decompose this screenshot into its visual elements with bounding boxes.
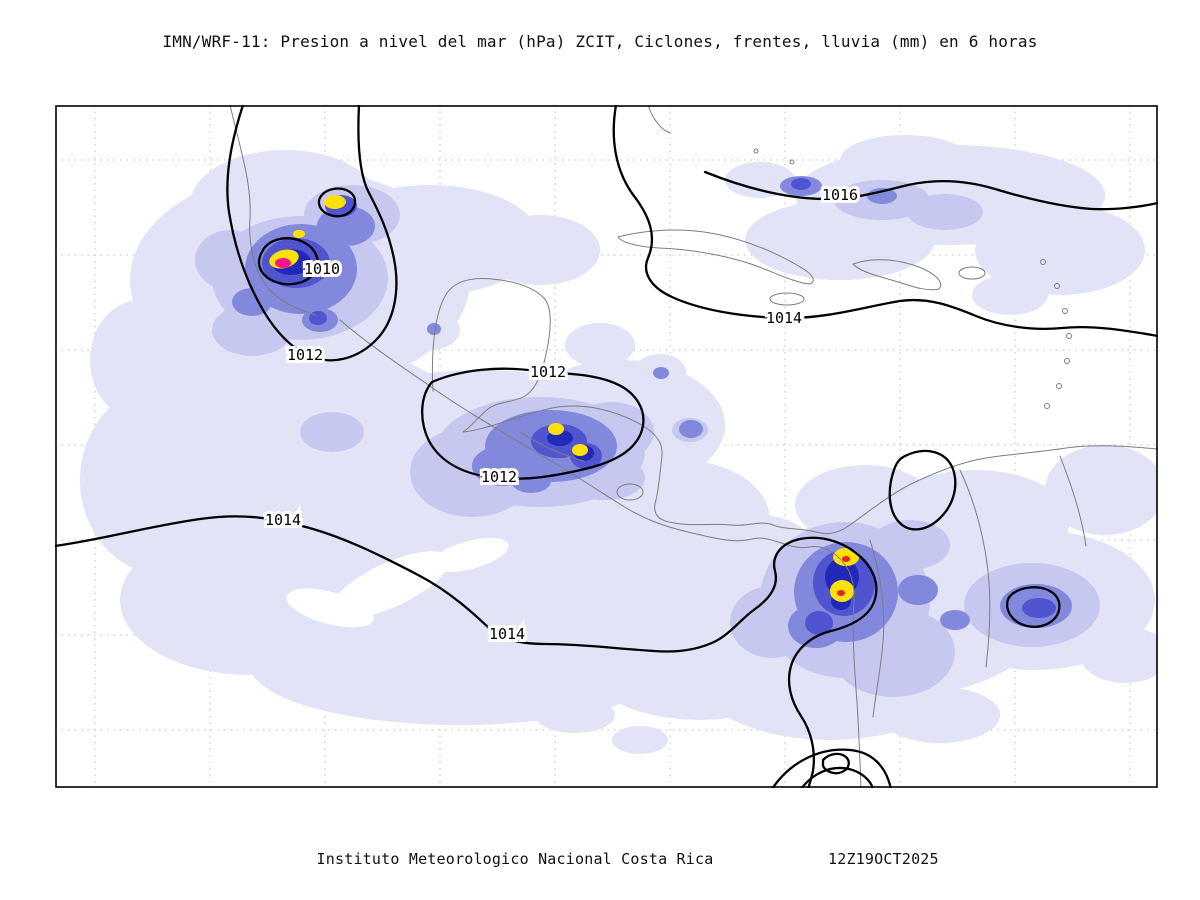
isobar-1014-lower <box>55 515 878 788</box>
contour-label-1012-nw: 1012 <box>287 346 323 364</box>
isobar-contour-layer <box>55 105 1158 788</box>
weather-map: 1016 1010 1014 1012 1012 1012 1014 1014 <box>55 105 1158 788</box>
yucatan-caribbean-coast <box>431 278 1158 535</box>
andes-contour-inner <box>800 766 874 788</box>
florida-tip <box>647 105 671 134</box>
lake-nicaragua <box>616 483 644 501</box>
south-america-rivers <box>869 455 1087 718</box>
contour-label-1016: 1016 <box>822 186 858 204</box>
coastline-layer <box>229 105 1158 788</box>
contour-label-1010: 1010 <box>304 260 340 278</box>
honduras-border <box>519 431 585 462</box>
bahamas-island <box>789 159 795 165</box>
isobar-1010-closed <box>257 237 319 286</box>
contour-label-1014-lower: 1014 <box>489 625 525 643</box>
hispaniola-coastline <box>852 259 942 291</box>
footer-institution: Instituto Meteorologico Nacional Costa R… <box>316 850 714 868</box>
isobar-closed-east <box>1005 586 1061 628</box>
lesser-antilles-islands <box>1040 259 1072 409</box>
mexico-gulf-coast <box>229 105 317 316</box>
contour-label-layer: 1016 1010 1014 1012 1012 1012 1014 1014 <box>262 183 861 646</box>
isobar-1014-upper <box>612 105 1158 338</box>
cuba-coastline <box>617 229 814 285</box>
puerto-rico-coastline <box>958 266 986 280</box>
isobar-small-ring-nw <box>317 187 357 218</box>
page-title: IMN/WRF-11: Presion a nivel del mar (hPa… <box>162 32 1038 51</box>
andes-contour-outer <box>771 748 892 788</box>
rain-gaps <box>286 537 509 628</box>
contour-label-1012-central: 1012 <box>481 468 517 486</box>
bahamas-island <box>753 148 759 154</box>
map-border <box>55 105 1158 788</box>
isobar-closed-southeast <box>888 449 957 531</box>
contour-label-1014-left: 1014 <box>265 511 301 529</box>
map-canvas: 1016 1010 1014 1012 1012 1012 1014 1014 <box>55 105 1158 788</box>
rain-maxima <box>275 258 850 596</box>
isobar-1012-central-closed <box>421 367 645 480</box>
isobar-1016 <box>703 170 1158 211</box>
rainfall-shading-layer <box>80 135 1158 754</box>
contour-label-1012-mid: 1012 <box>530 363 566 381</box>
contour-label-1014-upper: 1014 <box>766 309 802 327</box>
footer-datetime: 12Z19OCT2025 <box>828 850 939 868</box>
isobar-1012-northwest <box>226 105 398 362</box>
andes-contour-ring <box>821 752 850 775</box>
jamaica-coastline <box>769 292 805 306</box>
pacific-coast <box>339 319 862 788</box>
